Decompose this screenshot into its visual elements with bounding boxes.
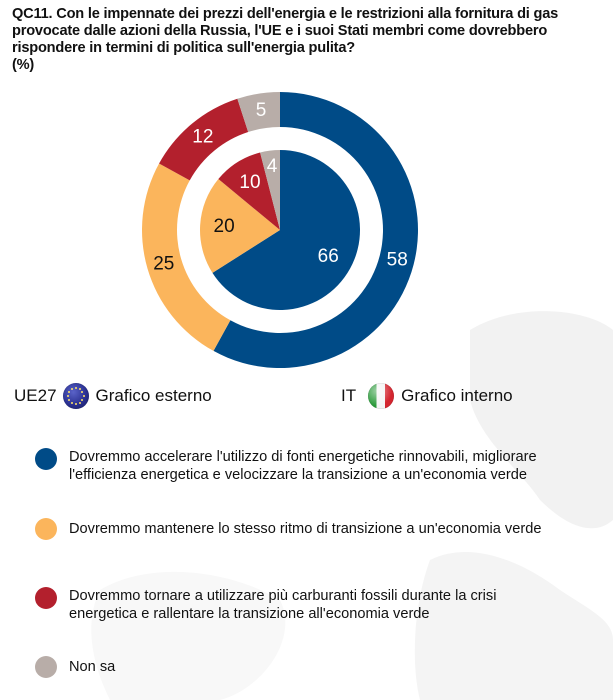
legend-inner-it: IT Grafico interno	[341, 383, 513, 409]
outer-ring-ue27	[142, 92, 418, 368]
eu-star-icon	[74, 387, 77, 389]
inner-label-dont-know: 4	[267, 156, 278, 177]
outer-label-maintain: 25	[153, 253, 174, 274]
inner-segment-maintain	[199, 179, 280, 273]
legend-inner-code: IT	[341, 386, 357, 405]
outer-label-accelerate: 58	[387, 250, 408, 271]
inner-pie-it	[199, 150, 360, 310]
outer-segment-accelerate	[213, 92, 418, 368]
eu-star-icon	[78, 388, 81, 391]
question-text: QC11. Con le impennate dei prezzi dell'e…	[12, 6, 559, 56]
eu-star-icon	[67, 391, 70, 393]
eu-star-icon	[74, 403, 77, 405]
chart-title: QC11. Con le impennate dei prezzi dell'e…	[12, 6, 607, 74]
inner-segment-accelerate	[212, 150, 360, 310]
legend-item-text: Dovremmo mantenere lo stesso ritmo di tr…	[69, 521, 542, 537]
italy-flag-icon	[368, 383, 395, 409]
legend-dot-red-icon	[35, 587, 57, 609]
outer-segment-maintain	[142, 163, 231, 351]
eu-star-icon	[82, 395, 85, 397]
eu-star-icon	[67, 399, 70, 401]
legend-outer-ue27: UE27 Grafico esterno	[14, 383, 212, 409]
legend-item-accelerate: Dovremmo accelerare l'utilizzo di fonti …	[35, 448, 579, 484]
legend-inner-label: Grafico interno	[401, 386, 513, 405]
eu-star-icon	[81, 399, 84, 401]
legend-dot-orange-icon	[35, 518, 57, 540]
legend-outer-label: Grafico esterno	[95, 386, 212, 405]
data-labels: 58 25 12 5 66 20 10 4	[153, 100, 408, 274]
legend-outer-code: UE27	[14, 386, 57, 405]
outer-label-dont-know: 5	[256, 100, 267, 121]
legend-item-text: Non sa	[69, 659, 116, 675]
nested-donut-chart: 58 25 12 5 66 20 10 4	[142, 92, 418, 368]
outer-label-fossil: 12	[192, 126, 213, 147]
outer-segment-fossil	[159, 98, 249, 181]
eu-star-icon	[78, 401, 81, 404]
eu-star-icon	[81, 391, 84, 393]
eu-star-icon	[70, 401, 73, 404]
inner-label-maintain: 20	[214, 216, 235, 237]
legend-dot-blue-icon	[35, 448, 57, 470]
eu-star-icon	[70, 388, 73, 391]
inner-segment-fossil	[218, 152, 280, 230]
outer-segment-dont-know	[237, 92, 280, 133]
unit-label: (%)	[12, 57, 35, 73]
legend-item-dont-know: Non sa	[35, 656, 579, 678]
legend-item-text: Dovremmo accelerare l'utilizzo di fonti …	[69, 449, 537, 483]
inner-label-fossil: 10	[239, 172, 260, 193]
inner-label-accelerate: 66	[318, 246, 339, 267]
legend-item-fossil: Dovremmo tornare a utilizzare più carbur…	[35, 587, 539, 623]
eu-star-icon	[66, 395, 69, 397]
legend-dot-gray-icon	[35, 656, 57, 678]
legend-item-maintain: Dovremmo mantenere lo stesso ritmo di tr…	[35, 518, 579, 540]
legend-item-text: Dovremmo tornare a utilizzare più carbur…	[69, 588, 497, 622]
eu-flag-icon	[62, 383, 89, 409]
inner-segment-dont-know	[260, 150, 280, 230]
